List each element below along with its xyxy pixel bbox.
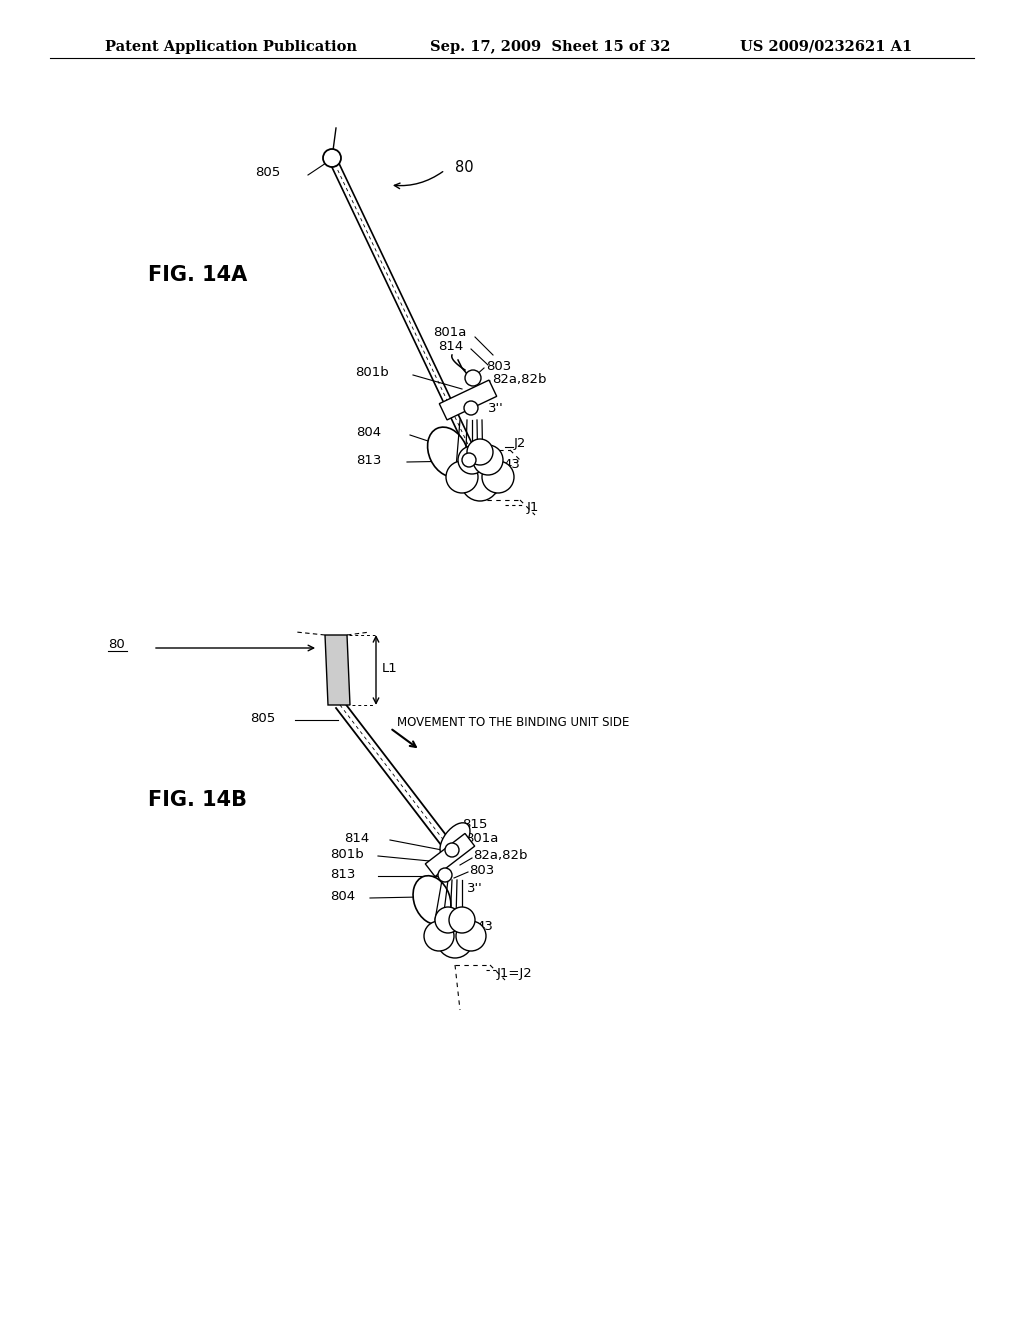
Text: J1: J1 [527, 502, 540, 515]
Circle shape [461, 463, 499, 502]
Text: 804: 804 [330, 890, 355, 903]
Circle shape [424, 921, 454, 950]
Circle shape [435, 907, 461, 933]
Text: 801a: 801a [433, 326, 466, 339]
Text: J1=J2: J1=J2 [497, 968, 532, 981]
Polygon shape [439, 380, 497, 420]
Text: 805: 805 [255, 165, 281, 178]
Circle shape [323, 149, 341, 168]
Text: 803: 803 [469, 863, 495, 876]
Text: 814: 814 [344, 832, 370, 845]
Circle shape [462, 453, 476, 467]
Text: 43: 43 [476, 920, 493, 932]
Ellipse shape [440, 822, 470, 857]
Text: 82a,82b: 82a,82b [492, 372, 547, 385]
Polygon shape [336, 702, 459, 858]
Circle shape [438, 869, 452, 882]
Polygon shape [329, 156, 496, 496]
Text: 815: 815 [462, 817, 487, 830]
Text: 803: 803 [486, 359, 511, 372]
Ellipse shape [413, 875, 451, 924]
Text: FIG. 14B: FIG. 14B [148, 789, 247, 810]
Text: 805: 805 [250, 711, 275, 725]
Text: FIG. 14A: FIG. 14A [148, 265, 247, 285]
Circle shape [467, 440, 493, 465]
Text: 801a: 801a [465, 832, 499, 845]
Text: MOVEMENT TO THE BINDING UNIT SIDE: MOVEMENT TO THE BINDING UNIT SIDE [397, 715, 630, 729]
Text: 82a,82b: 82a,82b [473, 850, 527, 862]
Circle shape [437, 921, 473, 958]
Circle shape [446, 461, 478, 492]
Text: 814: 814 [438, 341, 463, 354]
Ellipse shape [428, 428, 468, 477]
Text: 804: 804 [356, 426, 381, 440]
Text: Sep. 17, 2009  Sheet 15 of 32: Sep. 17, 2009 Sheet 15 of 32 [430, 40, 671, 54]
Text: 813: 813 [356, 454, 381, 466]
Text: 3'': 3'' [488, 401, 504, 414]
Text: 3'': 3'' [467, 882, 482, 895]
Text: J2: J2 [514, 437, 526, 450]
Text: L1: L1 [382, 661, 397, 675]
Text: 801b: 801b [330, 847, 364, 861]
Circle shape [464, 401, 478, 414]
Text: 801b: 801b [355, 367, 389, 380]
Text: 80: 80 [108, 639, 125, 652]
Circle shape [449, 907, 475, 933]
Text: 80: 80 [455, 161, 474, 176]
Polygon shape [425, 833, 475, 876]
Circle shape [465, 370, 481, 385]
Text: 813: 813 [330, 867, 355, 880]
Circle shape [456, 921, 486, 950]
Circle shape [458, 446, 486, 474]
Circle shape [482, 461, 514, 492]
Text: Patent Application Publication: Patent Application Publication [105, 40, 357, 54]
Text: US 2009/0232621 A1: US 2009/0232621 A1 [740, 40, 912, 54]
Polygon shape [325, 635, 350, 705]
Circle shape [445, 843, 459, 857]
Text: 43: 43 [503, 458, 520, 471]
Circle shape [473, 445, 503, 475]
